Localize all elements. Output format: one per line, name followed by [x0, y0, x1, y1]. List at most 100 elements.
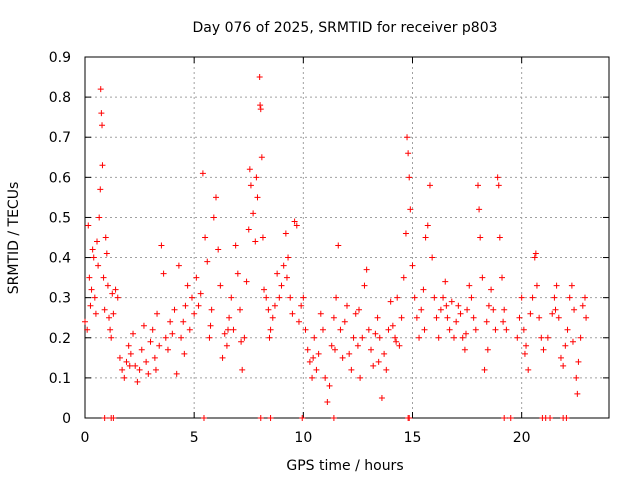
- data-point: [370, 362, 377, 369]
- data-point: [330, 415, 337, 421]
- data-point: [121, 374, 128, 381]
- data-point: [566, 294, 573, 301]
- y-tick-label: 0.5: [49, 210, 71, 226]
- data-point: [444, 314, 451, 321]
- data-point: [418, 306, 425, 313]
- data-point: [357, 374, 364, 381]
- data-point: [540, 346, 547, 353]
- y-tick-label: 0.3: [49, 291, 71, 307]
- data-point: [132, 362, 139, 369]
- data-point: [101, 306, 108, 313]
- data-point: [104, 282, 111, 289]
- data-point: [193, 274, 200, 281]
- data-point: [230, 326, 237, 333]
- data-point: [149, 326, 156, 333]
- data-point: [280, 262, 287, 269]
- data-point: [261, 286, 268, 293]
- data-point: [175, 262, 182, 269]
- data-point: [333, 294, 340, 301]
- data-point: [374, 314, 381, 321]
- data-point: [266, 334, 273, 341]
- data-point: [289, 310, 296, 317]
- data-point: [461, 346, 468, 353]
- data-point: [253, 174, 260, 181]
- data-point: [525, 366, 532, 373]
- data-point: [499, 274, 506, 281]
- data-point: [88, 286, 95, 293]
- data-point: [426, 182, 433, 189]
- data-point: [462, 330, 469, 337]
- data-point: [560, 362, 567, 369]
- data-point: [328, 342, 335, 349]
- data-point: [180, 318, 187, 325]
- data-point: [503, 326, 510, 333]
- data-point: [392, 334, 399, 341]
- data-point: [158, 242, 165, 249]
- data-point: [100, 274, 107, 281]
- data-point: [555, 314, 562, 321]
- y-tick-label: 0.7: [49, 130, 71, 146]
- data-point: [416, 334, 423, 341]
- data-point: [204, 258, 211, 265]
- data-point: [348, 366, 355, 373]
- data-point: [552, 306, 559, 313]
- data-point: [413, 314, 420, 321]
- data-point: [313, 366, 320, 373]
- data-point: [442, 278, 449, 285]
- data-point: [440, 294, 447, 301]
- data-point: [547, 415, 554, 421]
- data-points: [82, 74, 590, 421]
- data-point: [385, 326, 392, 333]
- data-point: [171, 306, 178, 313]
- data-point: [450, 334, 457, 341]
- data-point: [206, 334, 213, 341]
- data-point: [213, 194, 219, 201]
- data-point: [477, 234, 484, 241]
- data-point: [241, 334, 248, 341]
- data-point: [569, 338, 576, 345]
- data-point: [514, 334, 521, 341]
- data-point: [207, 322, 214, 329]
- data-point: [402, 230, 409, 237]
- data-point: [575, 358, 582, 365]
- data-point: [278, 282, 285, 289]
- data-point: [97, 86, 104, 93]
- y-tick-label: 0.6: [49, 170, 71, 186]
- data-point: [457, 310, 464, 317]
- data-point: [494, 174, 501, 181]
- data-point: [293, 222, 300, 229]
- data-point: [197, 290, 204, 297]
- data-point: [127, 350, 134, 357]
- data-point: [237, 306, 244, 313]
- data-point: [579, 302, 586, 309]
- data-point: [299, 415, 306, 421]
- data-point: [125, 342, 132, 349]
- data-point: [267, 326, 274, 333]
- data-point: [239, 366, 246, 373]
- data-point: [352, 310, 359, 317]
- data-point: [475, 182, 481, 189]
- data-point: [152, 366, 159, 373]
- data-point: [527, 310, 534, 317]
- data-point: [516, 314, 523, 321]
- data-point: [215, 246, 222, 253]
- data-point: [501, 415, 508, 421]
- data-point: [553, 282, 560, 289]
- data-point: [110, 310, 117, 317]
- data-point: [422, 234, 429, 241]
- data-point: [302, 326, 309, 333]
- data-point: [520, 326, 527, 333]
- data-point: [126, 362, 133, 369]
- data-point: [195, 302, 202, 309]
- data-point: [495, 182, 502, 189]
- data-point: [217, 282, 224, 289]
- data-point: [483, 318, 490, 325]
- data-point: [232, 242, 239, 249]
- data-point: [160, 270, 167, 277]
- data-point: [376, 334, 383, 341]
- data-point: [398, 314, 405, 321]
- data-point: [245, 226, 252, 233]
- data-point: [496, 234, 503, 241]
- data-point: [574, 390, 581, 397]
- data-point: [406, 415, 413, 421]
